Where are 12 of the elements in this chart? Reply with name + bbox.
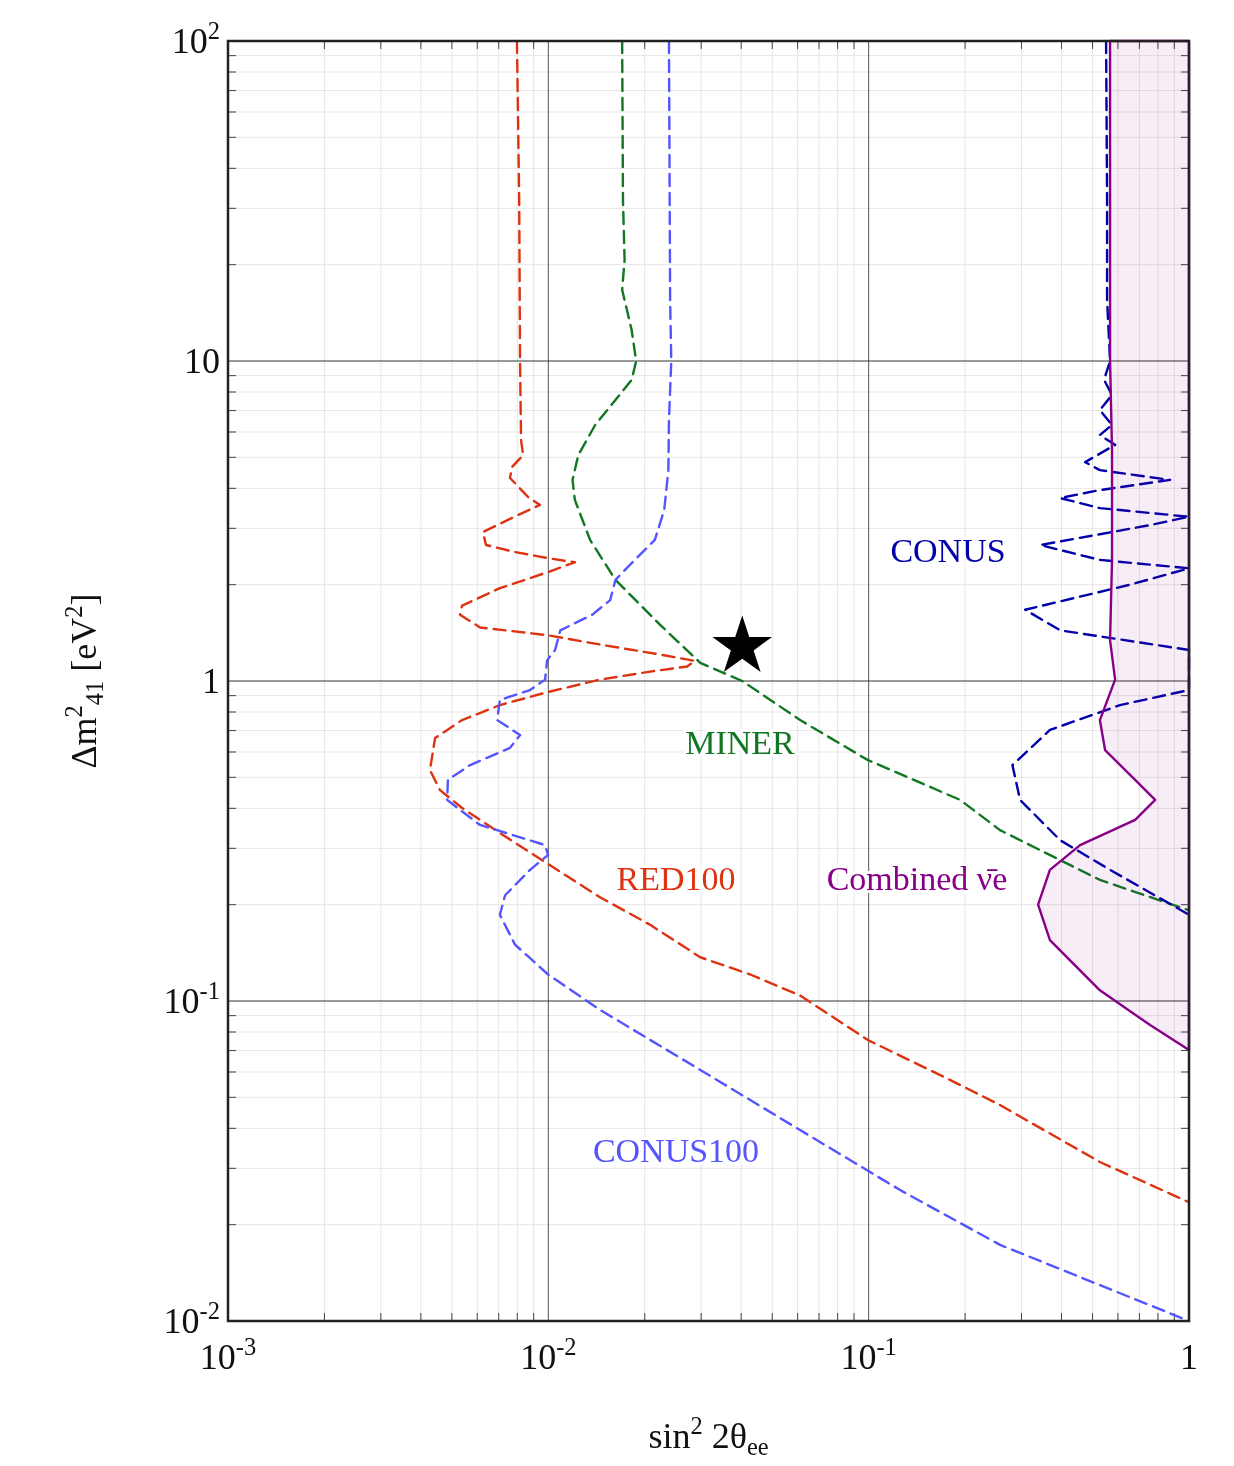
series-label: CONUS100 <box>592 1132 760 1169</box>
series-label: RED100 <box>616 860 736 897</box>
series-label: CONUS <box>890 532 1006 569</box>
series-label: MINER <box>685 724 796 761</box>
y-tick-label: 10 <box>184 341 220 381</box>
x-tick-label: 10$^{-1}$ <box>840 1332 897 1377</box>
y-tick-label: 10$^{-1}$ <box>163 976 220 1021</box>
x-tick-label: 10$^{-2}$ <box>520 1332 577 1377</box>
y-tick-label: 1 <box>202 661 220 701</box>
x-axis-title: sin$^{2}$ 2θ$_{ee}$ <box>648 1411 769 1461</box>
y-tick-label: 10$^{2}$ <box>171 16 220 61</box>
x-tick-label: 1 <box>1180 1337 1198 1377</box>
